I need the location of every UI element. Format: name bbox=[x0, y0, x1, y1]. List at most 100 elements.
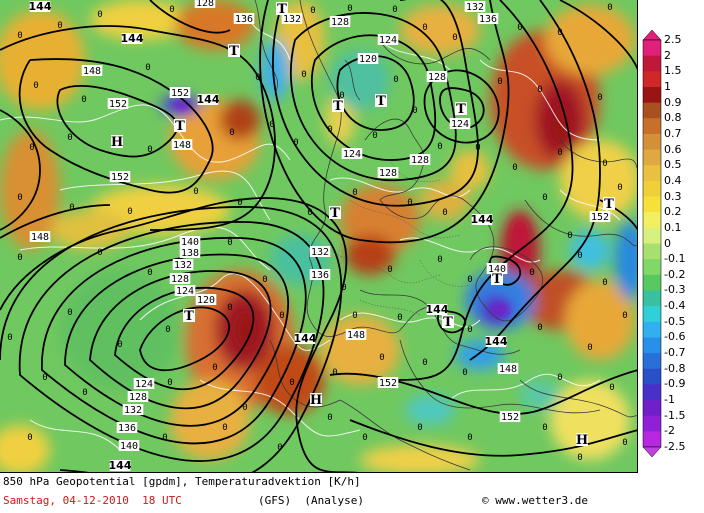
legend-label: -0.1 bbox=[664, 252, 686, 266]
legend-label: -0.9 bbox=[664, 377, 686, 391]
legend-top-arrow bbox=[642, 30, 662, 41]
zero-label: 0 bbox=[310, 6, 315, 16]
high-pressure-marker: H bbox=[111, 135, 123, 150]
contour-label-bg bbox=[174, 285, 196, 296]
contour-label-bg bbox=[172, 259, 194, 270]
zero-label: 0 bbox=[622, 311, 627, 321]
legend-swatch bbox=[643, 400, 661, 417]
contour-label-bg bbox=[179, 236, 201, 247]
zero-label: 0 bbox=[269, 120, 274, 130]
contour-label-bg bbox=[121, 33, 143, 44]
legend-swatch bbox=[643, 384, 661, 401]
zero-label: 0 bbox=[462, 368, 467, 378]
zero-label: 0 bbox=[17, 31, 22, 41]
zero-label: 0 bbox=[452, 33, 457, 43]
legend-label: 2 bbox=[664, 48, 671, 62]
contour-label-bg bbox=[409, 154, 431, 165]
zero-label: 0 bbox=[301, 70, 306, 80]
zero-label: 0 bbox=[352, 311, 357, 321]
legend-label: 1 bbox=[664, 79, 671, 93]
legend-label: -1 bbox=[664, 393, 675, 407]
legend-swatch bbox=[643, 337, 661, 354]
zero-label: 0 bbox=[339, 91, 344, 101]
contour-label-bg bbox=[122, 404, 144, 415]
contour-label: 144 bbox=[485, 335, 508, 348]
legend-label: -0.2 bbox=[664, 267, 686, 281]
zero-label: 0 bbox=[145, 63, 150, 73]
zero-label: 0 bbox=[29, 143, 34, 153]
zero-label: 0 bbox=[332, 368, 337, 378]
zero-label: 0 bbox=[222, 423, 227, 433]
legend-swatch bbox=[643, 306, 661, 323]
contour-label: 132 bbox=[174, 260, 192, 271]
legend-swatch bbox=[643, 40, 661, 57]
zero-label: 0 bbox=[597, 93, 602, 103]
contour-label: 132 bbox=[124, 405, 142, 416]
contour-label: 138 bbox=[181, 248, 199, 259]
legend-label: -2 bbox=[664, 424, 675, 438]
low-pressure-marker: T bbox=[175, 119, 185, 134]
contour-label-bg bbox=[377, 34, 399, 45]
weather-map: 144 128 136 132 128 132 136 144 124 120 148 128 144 1… bbox=[0, 0, 638, 473]
zero-label: 0 bbox=[442, 208, 447, 218]
zero-label: 0 bbox=[97, 248, 102, 258]
legend-swatch bbox=[643, 243, 661, 260]
legend-label: 0.9 bbox=[664, 95, 682, 109]
contour-label: 152 bbox=[111, 172, 129, 183]
contour-label: 128 bbox=[428, 72, 446, 83]
low-pressure-marker: T bbox=[456, 102, 466, 117]
zero-label: 0 bbox=[617, 183, 622, 193]
contour-label-bg bbox=[127, 391, 149, 402]
contour-label-bg bbox=[309, 269, 331, 280]
zero-label: 0 bbox=[227, 303, 232, 313]
contour-label-bg bbox=[426, 304, 448, 315]
zero-label: 0 bbox=[17, 253, 22, 263]
contour-label: 124 bbox=[343, 149, 361, 160]
low-pressure-marker-bg bbox=[603, 197, 615, 210]
low-pressure-marker-bg bbox=[491, 272, 503, 285]
legend-label: -0.4 bbox=[664, 299, 686, 313]
zero-label: 0 bbox=[467, 275, 472, 285]
contour-label: 128 bbox=[379, 168, 397, 179]
contour-label: 136 bbox=[235, 14, 253, 25]
zero-label: 0 bbox=[33, 81, 38, 91]
copyright-credit: © www.wetter3.de bbox=[482, 494, 588, 507]
legend-swatch bbox=[643, 86, 661, 104]
contour-label: 140 bbox=[181, 237, 199, 248]
legend-swatch bbox=[643, 353, 661, 370]
contour-label-bg bbox=[197, 94, 219, 105]
zero-label: 0 bbox=[517, 23, 522, 33]
zero-label: 0 bbox=[557, 148, 562, 158]
zero-label: 0 bbox=[293, 138, 298, 148]
low-pressure-marker: T bbox=[184, 309, 194, 324]
contour-label: 148 bbox=[347, 330, 365, 341]
contour-label: 128 bbox=[196, 0, 214, 9]
zero-label: 0 bbox=[412, 106, 417, 116]
legend-swatch bbox=[643, 415, 661, 432]
contour-label-bg bbox=[471, 214, 493, 225]
zero-label: 0 bbox=[167, 378, 172, 388]
legend-swatch bbox=[643, 180, 661, 198]
contour-label: 152 bbox=[591, 212, 609, 223]
zero-label: 0 bbox=[307, 208, 312, 218]
low-pressure-marker: T bbox=[443, 315, 453, 330]
legend-swatch bbox=[643, 71, 661, 88]
zero-label: 0 bbox=[67, 308, 72, 318]
contour-label-bg bbox=[29, 231, 51, 242]
contour-label: 136 bbox=[118, 423, 136, 434]
zero-label: 0 bbox=[82, 388, 87, 398]
zero-label: 0 bbox=[165, 325, 170, 335]
contour-label-bg bbox=[29, 1, 51, 12]
zero-label: 0 bbox=[7, 333, 12, 343]
zero-label: 0 bbox=[117, 340, 122, 350]
contour-label: 136 bbox=[311, 270, 329, 281]
zero-label: 0 bbox=[392, 5, 397, 15]
contour-label: 148 bbox=[31, 232, 49, 243]
contour-label-bg bbox=[426, 71, 448, 82]
zero-label: 0 bbox=[393, 75, 398, 85]
zero-label: 0 bbox=[397, 313, 402, 323]
low-pressure-marker: T bbox=[376, 94, 386, 109]
advection-zero-labels: 0 0 0 0 0 0 0 0 0 0 0 0 0 0 0 0 0 0 0 0 0 0 0 0 0 0 0 0 0 0 0 0 0 0 0 0 0 0 0 0… bbox=[7, 3, 627, 463]
zero-label: 0 bbox=[69, 203, 74, 213]
